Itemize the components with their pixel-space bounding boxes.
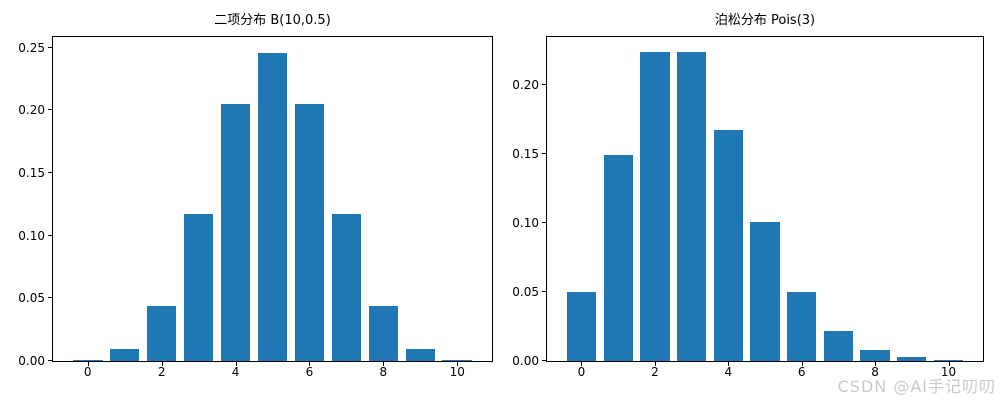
x-tick-mark xyxy=(87,362,89,366)
bar-x5 xyxy=(257,52,288,361)
y-tick-label: 0.00 xyxy=(512,354,539,368)
bar-x4 xyxy=(713,129,743,361)
bar-x0 xyxy=(566,292,597,361)
y-tick-mark xyxy=(542,222,546,224)
y-tick-mark xyxy=(48,234,52,236)
bar-x6 xyxy=(294,103,325,361)
y-tick-label: 0.20 xyxy=(512,78,539,93)
bar-x2 xyxy=(640,52,670,361)
bar-x4 xyxy=(220,103,251,361)
bar-x1 xyxy=(603,155,633,361)
x-tick-label: 2 xyxy=(651,365,659,379)
chart-title: 泊松分布 Pois(3) xyxy=(714,13,816,28)
bar-x8 xyxy=(860,349,890,361)
bar-x0 xyxy=(72,359,103,361)
x-tick-mark xyxy=(581,362,583,366)
plot-area: 0 2 4 6 8 10 0.00 0.05 0.10 0.15 0.20 xyxy=(512,36,984,379)
bar-x3 xyxy=(676,52,707,361)
x-tick-label: 8 xyxy=(871,365,879,379)
x-tick-label: 4 xyxy=(724,365,733,379)
bar-x7 xyxy=(331,214,362,361)
x-tick-mark xyxy=(309,362,311,366)
x-tick-mark xyxy=(948,362,950,366)
bar-x2 xyxy=(146,305,177,361)
y-tick-mark xyxy=(48,46,52,48)
poisson-chart: 泊松分布 Pois(3) 0 2 4 6 8 10 0.00 0.05 0.10 0.15 0.20 xyxy=(512,0,984,400)
y-tick-mark xyxy=(48,360,52,361)
y-tick-label: 0.15 xyxy=(18,165,45,180)
y-tick-label: 0.25 xyxy=(18,40,45,55)
x-tick-mark xyxy=(383,362,385,366)
y-tick-label: 0.05 xyxy=(18,291,45,306)
x-tick-label: 10 xyxy=(940,365,957,379)
y-tick-mark xyxy=(48,109,52,111)
y-tick-mark xyxy=(48,297,52,299)
bar-x1 xyxy=(109,348,140,361)
x-tick-label: 4 xyxy=(231,365,240,379)
bar-x10 xyxy=(933,359,964,361)
x-tick-mark xyxy=(875,362,877,366)
x-tick-label: 0 xyxy=(83,365,92,379)
bar-x9 xyxy=(897,357,927,361)
y-tick-mark xyxy=(542,153,546,155)
x-tick-mark xyxy=(161,362,163,366)
x-tick-label: 8 xyxy=(379,365,388,379)
x-tick-mark xyxy=(654,362,656,366)
binomial-chart: 二项分布 B(10,0.5) 0 2 4 6 8 10 0.00 0.05 0.10 0.15 0.… xyxy=(18,0,493,400)
x-tick-mark xyxy=(235,362,237,366)
bar-x6 xyxy=(787,291,817,361)
y-tick-mark xyxy=(48,171,52,173)
x-tick-label: 0 xyxy=(577,365,586,379)
y-tick-mark xyxy=(542,84,546,86)
x-tick-mark xyxy=(457,362,459,366)
bar-x10 xyxy=(442,359,473,361)
x-tick-label: 6 xyxy=(797,365,806,379)
bar-x8 xyxy=(368,305,399,361)
y-tick-label: 0.10 xyxy=(512,216,539,231)
y-tick-label: 0.20 xyxy=(18,103,45,118)
y-tick-mark xyxy=(542,291,546,293)
y-tick-label: 0.05 xyxy=(512,285,539,300)
bar-x7 xyxy=(823,331,854,361)
x-tick-label: 10 xyxy=(449,365,465,379)
x-tick-label: 6 xyxy=(305,365,314,379)
plot-area: 0 2 4 6 8 10 0.00 0.05 0.10 0.15 0.20 0.25 xyxy=(18,36,493,379)
y-tick-mark xyxy=(542,360,546,361)
y-tick-label: 0.00 xyxy=(18,354,45,368)
bar-x3 xyxy=(183,214,214,361)
x-tick-mark xyxy=(801,362,803,366)
y-tick-label: 0.15 xyxy=(512,147,539,162)
y-tick-label: 0.10 xyxy=(18,228,45,243)
bar-x9 xyxy=(405,348,436,361)
bar-x5 xyxy=(750,222,780,361)
x-tick-mark xyxy=(728,362,730,366)
chart-title: 二项分布 B(10,0.5) xyxy=(214,13,331,28)
x-tick-label: 2 xyxy=(157,365,166,379)
